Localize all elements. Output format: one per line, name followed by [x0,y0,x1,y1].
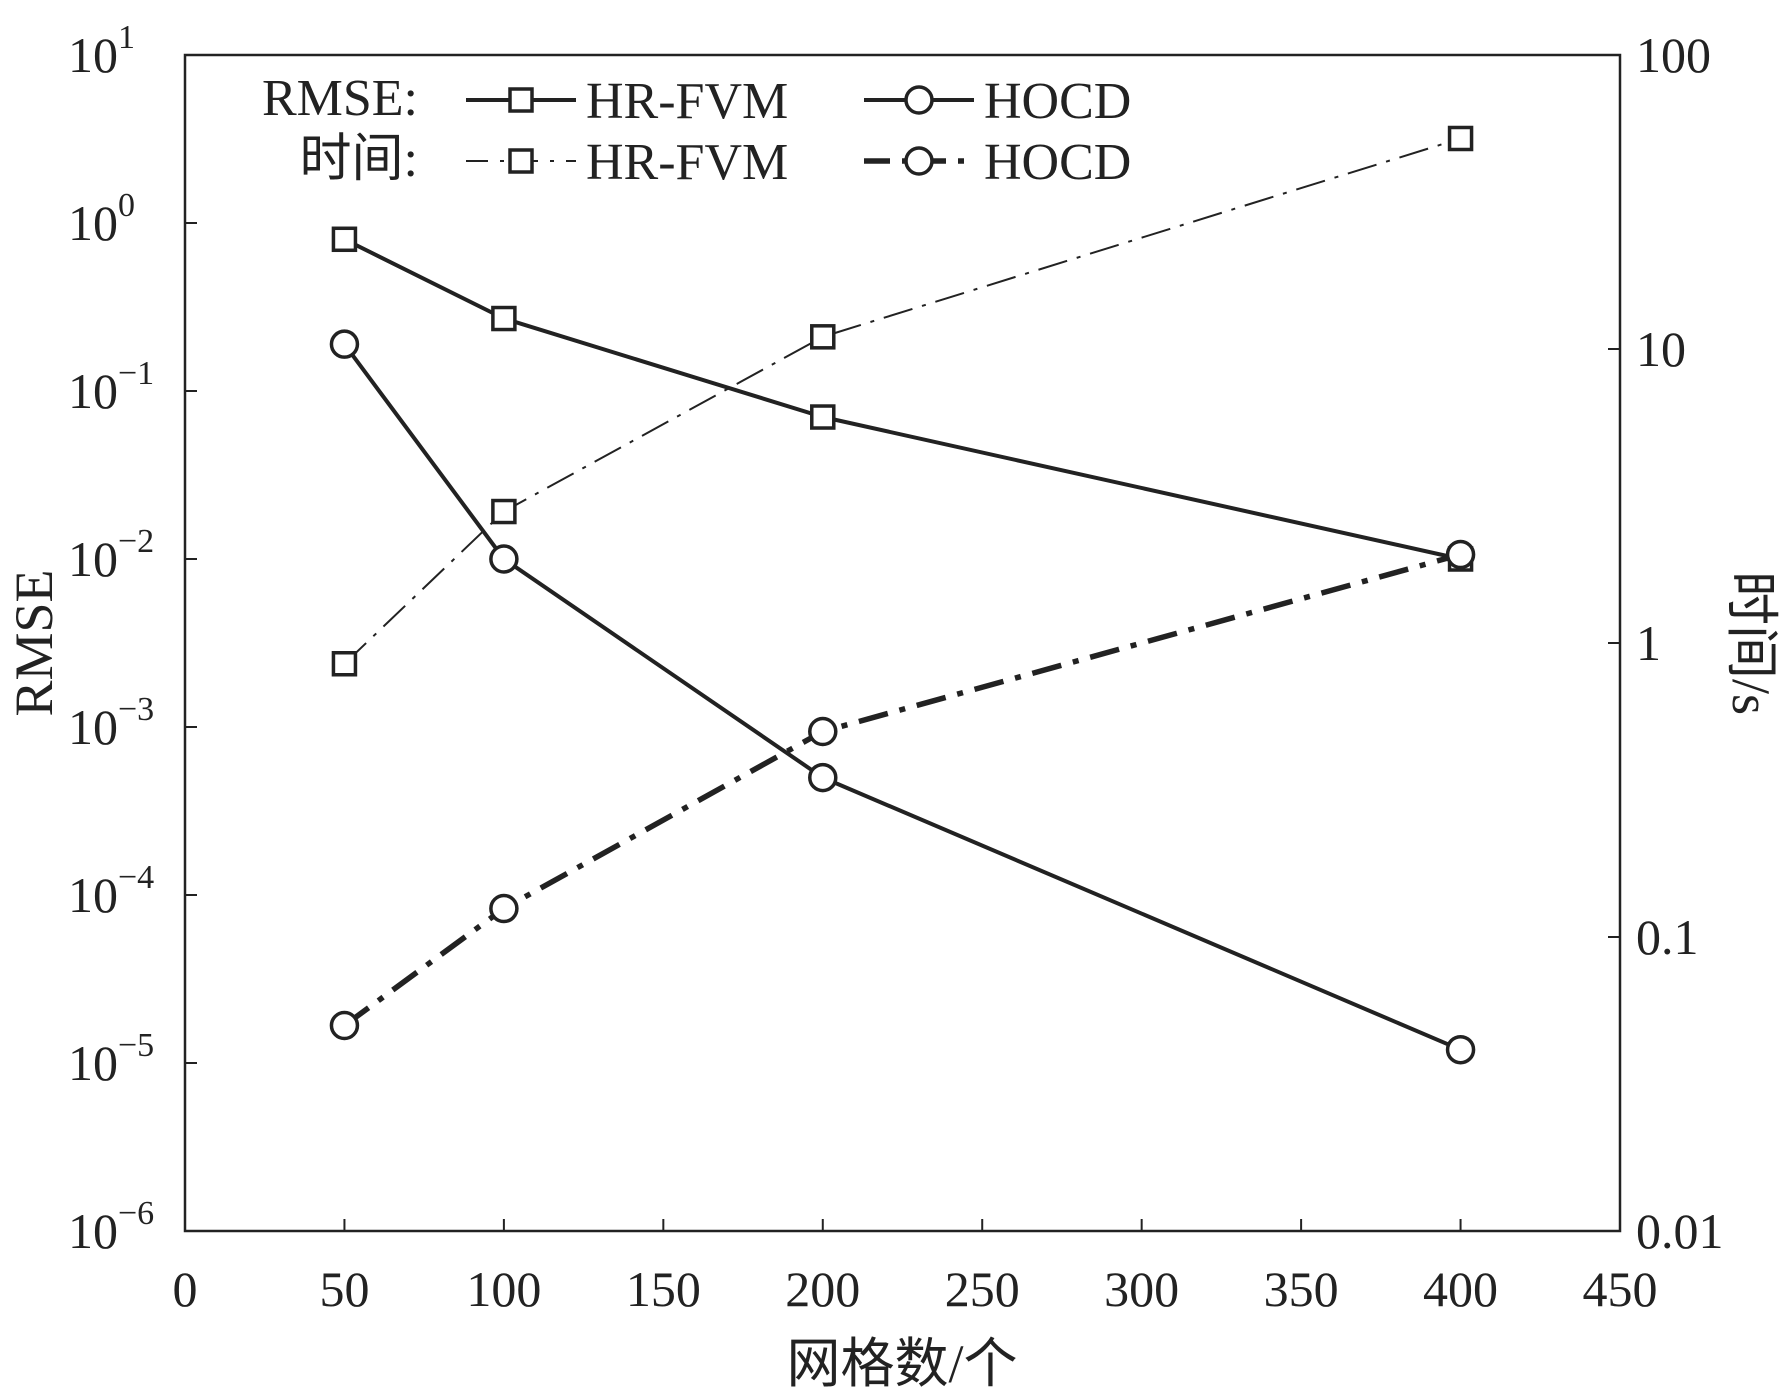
data-point-square [491,305,517,332]
data-point-square [810,324,836,350]
y-right-tick-label: 10 [1636,321,1686,377]
y-axis-right-title: 时间/s [1721,571,1779,715]
series-line [343,137,1461,665]
y-left-tick-base: 10 [68,363,118,419]
y-right-tick-label: 100 [1636,27,1711,83]
data-point-square [810,404,836,430]
y-left-tick-label: 10−4 [68,859,154,923]
x-tick-label: 400 [1423,1261,1498,1317]
y-left-tick-exponent: −2 [118,523,154,560]
legend-label: HOCD [984,134,1131,191]
y-left-tick-exponent: −6 [118,1195,154,1232]
legend-label: HR-FVM [586,73,788,130]
legend-entry: HOCD [864,73,1131,130]
y-left-tick-label: 10−5 [68,1027,154,1091]
plot-area [183,53,1622,1233]
y-right-tick-label: 1 [1636,615,1661,671]
legend-entry: HR-FVM [466,134,788,191]
y-right-tick-label: 0.1 [1636,909,1699,965]
y-left-tick-exponent: 1 [118,19,135,56]
y-left-tick-label: 101 [68,19,135,83]
data-point-square [491,498,517,525]
series-line [342,343,1462,1052]
y-left-tick-base: 10 [68,531,118,587]
legend-label: HR-FVM [586,134,788,191]
legend-row-label-time: 时间: [300,131,418,188]
x-tick-label: 250 [945,1261,1020,1317]
x-axis-title: 网格数/个 [786,1334,1017,1394]
x-tick-label: 300 [1104,1261,1179,1317]
y-left-tick-exponent: −1 [118,355,154,392]
y-left-tick-base: 10 [68,195,118,251]
x-tick-label: 450 [1583,1261,1658,1317]
y-left-tick-base: 10 [68,27,118,83]
series-时间-HOCD [329,539,1476,1041]
legend-entries: HR-FVM HOCD HR-FVM HOCD [466,73,1131,191]
legend-marker-circle [904,85,934,115]
x-tick-label: 100 [466,1261,541,1317]
x-tick-label: 50 [319,1261,369,1317]
series-line [343,237,1462,561]
y-axis-right: 100 10 1 0.1 0.01 [1608,27,1724,1259]
data-point-circle [1445,1034,1476,1065]
y-left-tick-label: 10−2 [68,523,154,587]
legend-marker-square [508,148,534,174]
y-left-tick-exponent: −5 [118,1027,154,1064]
legend-marker-circle [904,146,934,176]
y-left-tick-label: 10−6 [68,1195,154,1259]
x-tick-label: 150 [626,1261,701,1317]
x-tick-label: 350 [1264,1261,1339,1317]
y-left-tick-label: 10−1 [68,355,154,419]
data-point-circle [489,893,519,924]
y-left-tick-exponent: −4 [118,859,154,896]
data-point-circle [329,1010,360,1041]
data-point-circle [489,544,519,574]
data-point-square [331,226,358,253]
legend-row-label-rmse: RMSE: [262,70,418,127]
legend-entry: HOCD [864,134,1131,191]
legend-entry: HR-FVM [466,73,788,130]
data-point-circle [808,762,838,793]
y-left-tick-base: 10 [68,699,118,755]
x-axis: 0 50 100 150 200 250 300 350 400 450 [173,1219,1658,1317]
series-RMSE-HOCD [329,329,1476,1065]
series-line [342,551,1462,1028]
y-left-tick-label: 10−3 [68,691,154,755]
legend: RMSE: 时间: HR-FVM HOCD HR-FVM HOCD [262,70,1131,191]
legend-marker-square [508,87,534,113]
data-point-circle [329,329,360,359]
series-时间-HR-FVM [331,125,1474,677]
y-left-tick-label: 100 [68,187,135,251]
x-tick-label: 200 [785,1261,860,1317]
y-left-tick-exponent: 0 [118,187,135,224]
data-point-square [331,651,358,677]
data-point-circle [808,716,838,747]
y-left-tick-base: 10 [68,1203,118,1259]
y-left-tick-exponent: −3 [118,691,154,728]
legend-label: HOCD [984,73,1131,130]
y-axis-left-title: RMSE [4,569,64,716]
series-layer [329,125,1476,1065]
y-right-tick-label: 0.01 [1636,1203,1724,1259]
data-point-circle [1445,539,1476,570]
data-point-square [1447,125,1474,152]
y-left-tick-base: 10 [68,1035,118,1091]
y-left-tick-base: 10 [68,867,118,923]
x-tick-label: 0 [173,1261,198,1317]
